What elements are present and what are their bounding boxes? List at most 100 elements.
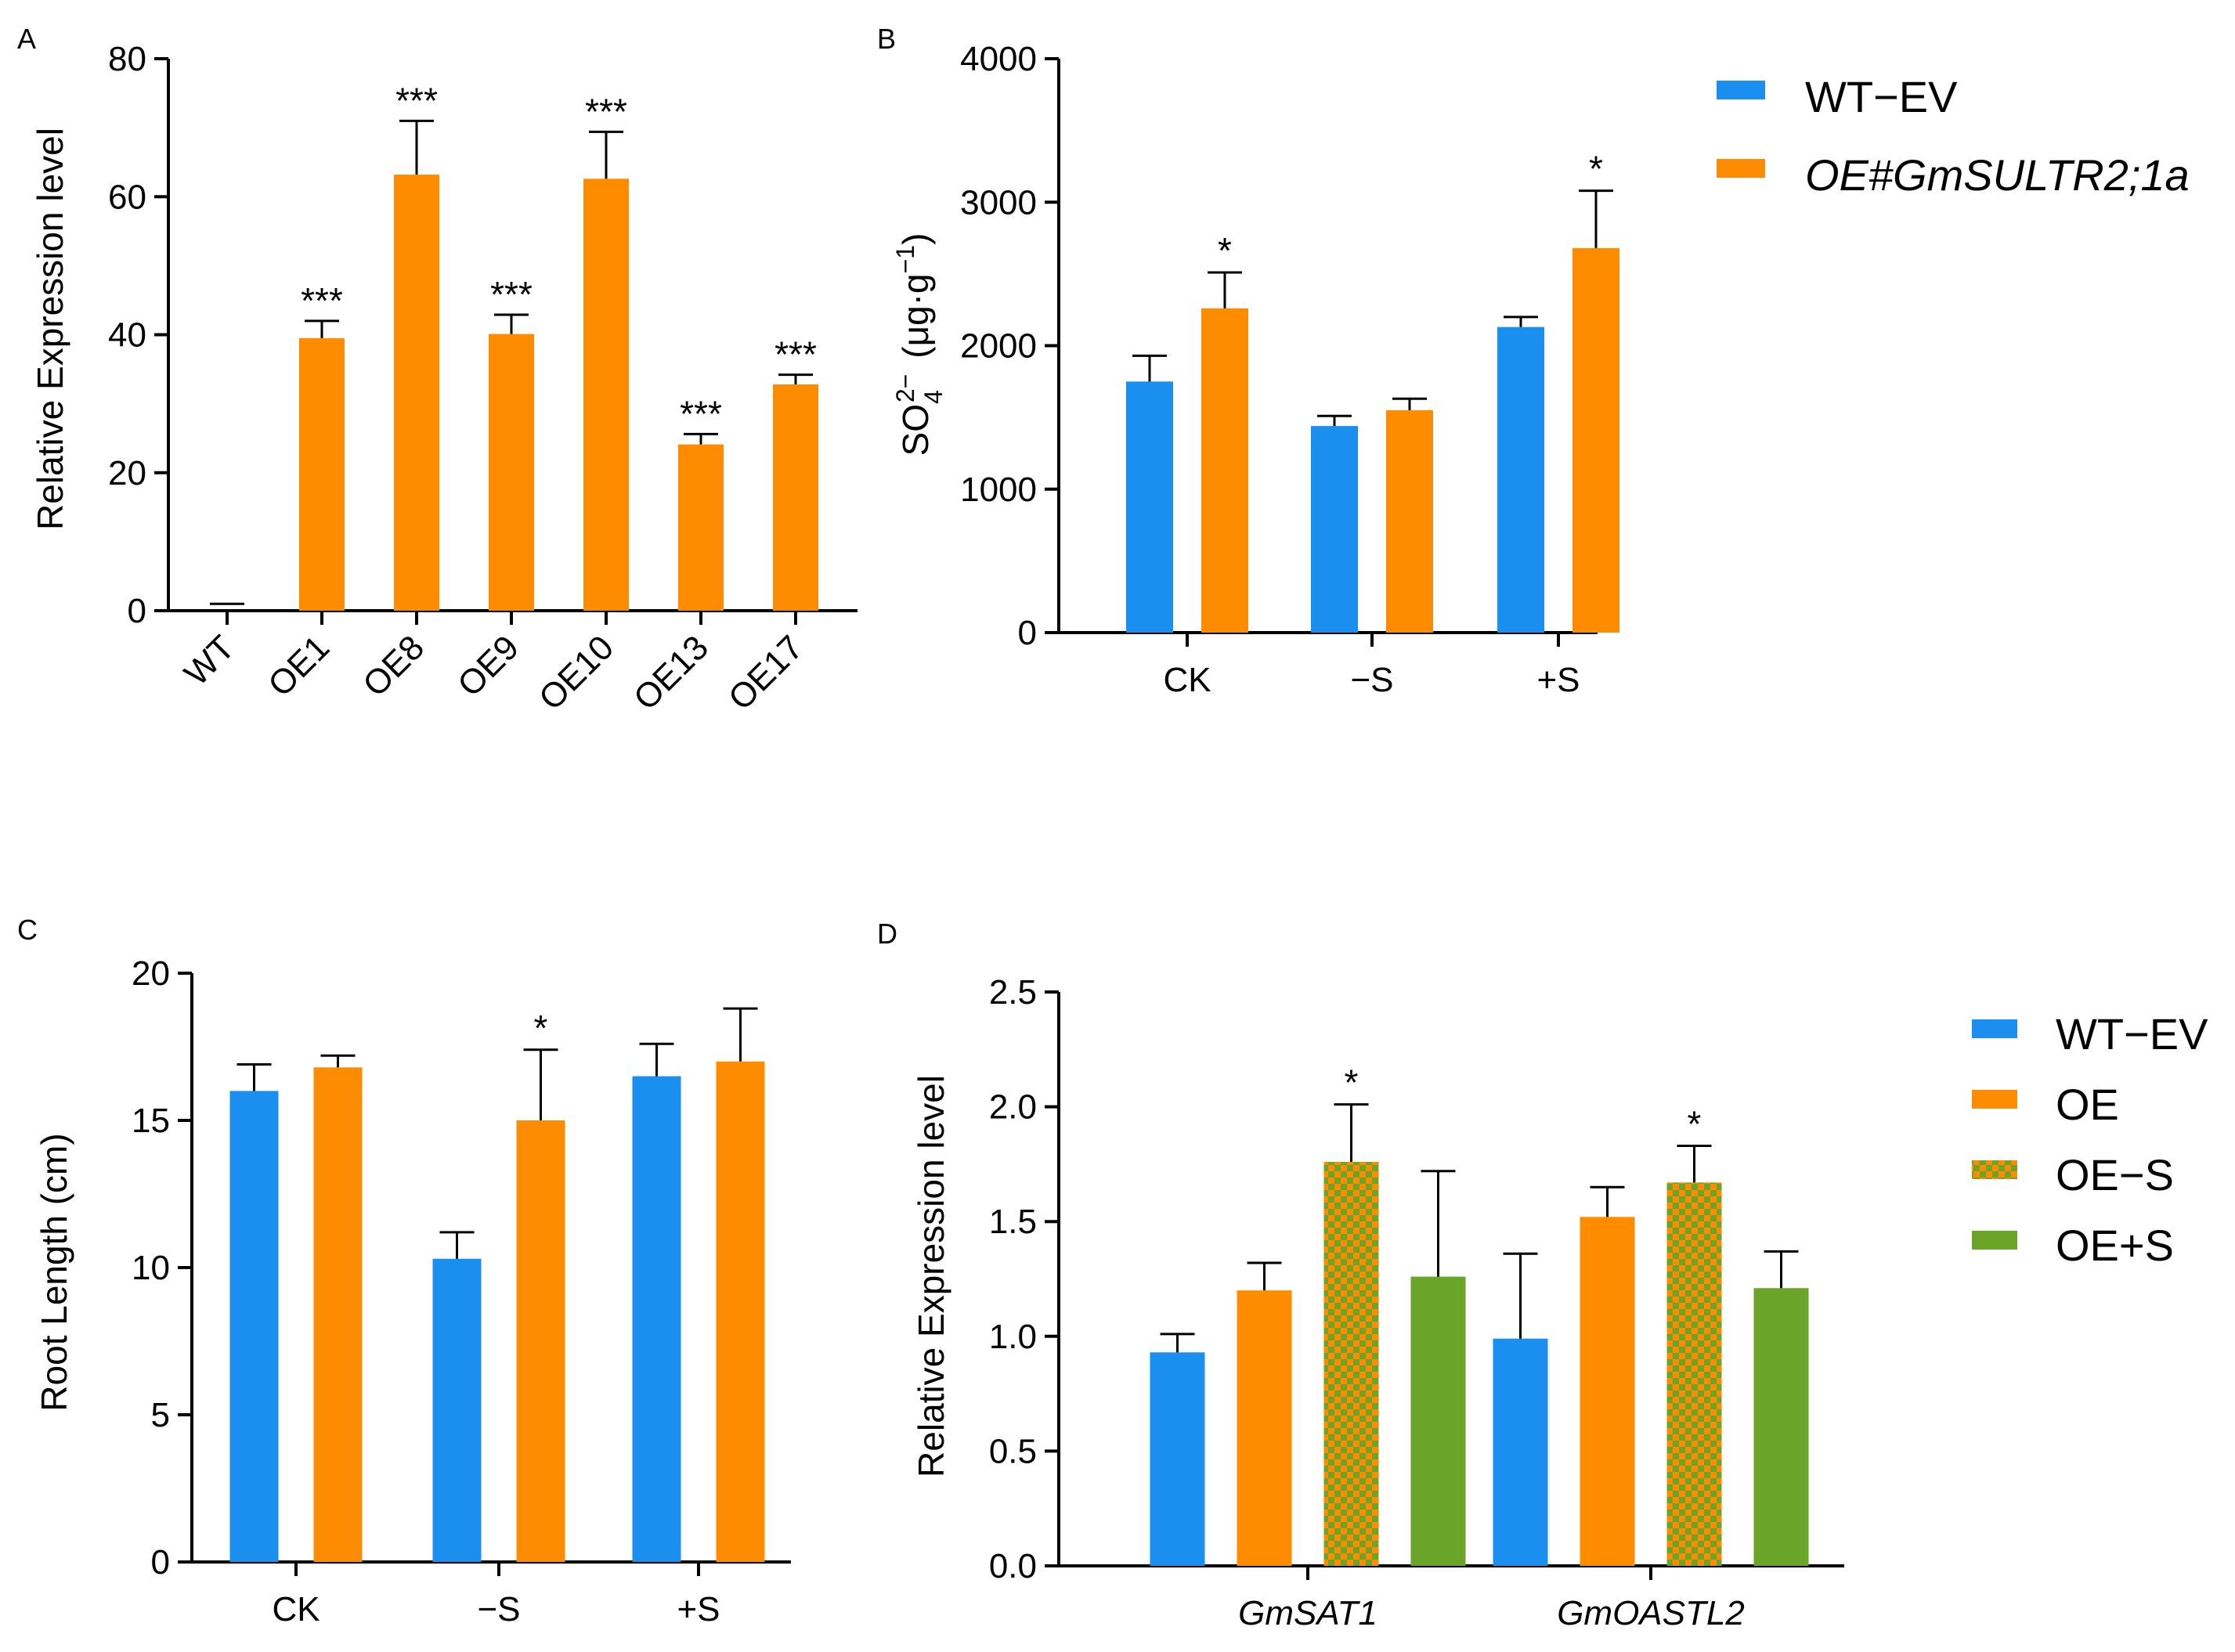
panel-a-label: A bbox=[17, 23, 36, 55]
panel-d-label: D bbox=[877, 918, 897, 950]
panel-b-ylabel-sub: 4 bbox=[919, 390, 948, 404]
panel-d-bar bbox=[1666, 1182, 1722, 1566]
panel-c-ytick-label: 20 bbox=[132, 954, 170, 993]
panel-d-ytick-label: 1.0 bbox=[989, 1318, 1037, 1356]
panel-a-significance: *** bbox=[680, 393, 722, 434]
panel-a-significance: *** bbox=[301, 280, 343, 321]
panel-c: C Root Length (cm) 0 5 10 15 20 CK * −S +S bbox=[17, 914, 791, 1629]
panel-d-legend-label: OE−S bbox=[2056, 1150, 2174, 1199]
panel-a-ylabel: Relative Expression level bbox=[30, 128, 70, 530]
panel-b-significance: * bbox=[1589, 149, 1603, 189]
panel-c-bar bbox=[716, 1061, 765, 1562]
panel-b-legend-label: WT−EV bbox=[1805, 72, 1958, 121]
panel-d-legend-swatch bbox=[1972, 1090, 2017, 1109]
panel-b-bar bbox=[1126, 381, 1173, 633]
panel-d-legend-swatch bbox=[1972, 1160, 2017, 1179]
panel-d-ytick-label: 0.5 bbox=[989, 1432, 1037, 1470]
panel-b-ytick-label: 4000 bbox=[960, 40, 1037, 78]
panel-b-ylabel-main: SO bbox=[895, 404, 936, 456]
panel-d-ylabel: Relative Expression level bbox=[911, 1075, 951, 1477]
panel-b-legend-swatch bbox=[1717, 159, 1765, 178]
panel-d-legend-swatch bbox=[1972, 1231, 2017, 1250]
panel-a-significance: *** bbox=[585, 91, 627, 132]
panel-c-significance: * bbox=[534, 1008, 548, 1048]
panel-b-legend: WT−EV OE#GmSULTR2;1a bbox=[1717, 72, 2190, 200]
panel-d-legend-label: OE bbox=[2056, 1080, 2119, 1129]
panel-d-legend-label: WT−EV bbox=[2056, 1009, 2208, 1059]
panel-c-bar bbox=[229, 1091, 279, 1562]
panel-a-xtick-label: OE8 bbox=[356, 628, 431, 704]
panel-b-legend-label: OE#GmSULTR2;1a bbox=[1805, 150, 2190, 200]
panel-c-marks: 0 5 10 15 20 CK * −S +S bbox=[132, 954, 791, 1629]
panel-d-legend-swatch bbox=[1972, 1019, 2017, 1038]
panel-c-ytick-label: 5 bbox=[151, 1396, 170, 1434]
panel-d-bar bbox=[1753, 1288, 1809, 1566]
panel-b-label: B bbox=[877, 23, 896, 55]
panel-c-xtick-label: CK bbox=[272, 1590, 320, 1629]
panel-a-bar bbox=[489, 334, 534, 611]
panel-d-xtick-label: GmOASTL2 bbox=[1557, 1594, 1745, 1632]
panel-b-marks: 0 1000 2000 3000 4000 * CK −S * +S bbox=[960, 40, 1619, 699]
panel-a-bar bbox=[678, 444, 724, 611]
panel-a-bar bbox=[583, 179, 629, 611]
panel-b-ylabel: SO42− (μg·g−1) bbox=[891, 233, 948, 456]
panel-c-xtick-label: −S bbox=[477, 1590, 520, 1629]
panel-d-marks: 0.0 0.5 1.0 1.5 2.0 2.5 * GmSAT1 * GmOASTL2 bbox=[989, 973, 1844, 1632]
panel-c-ytick-label: 10 bbox=[132, 1249, 170, 1287]
panel-c-ylabel: Root Length (cm) bbox=[34, 1133, 74, 1411]
panel-d-significance: * bbox=[1688, 1103, 1702, 1144]
panel-d-significance: * bbox=[1345, 1062, 1359, 1103]
panel-a-xtick-label: OE10 bbox=[532, 628, 621, 717]
panel-d-ytick-label: 0.0 bbox=[989, 1547, 1037, 1585]
panel-b-ytick-label: 2000 bbox=[960, 327, 1037, 366]
panel-a-ytick-label: 40 bbox=[108, 316, 146, 355]
panel-d-ytick-label: 1.5 bbox=[989, 1203, 1037, 1241]
panel-b-ytick-label: 3000 bbox=[960, 183, 1037, 222]
panel-a-ytick-label: 60 bbox=[108, 178, 146, 216]
panel-c-bar bbox=[313, 1067, 363, 1562]
panel-c-bar bbox=[632, 1076, 681, 1562]
panel-c-bar bbox=[432, 1258, 482, 1562]
panel-d-bar bbox=[1410, 1276, 1466, 1566]
panel-d-ytick-label: 2.0 bbox=[989, 1088, 1037, 1127]
panel-b-bar bbox=[1497, 326, 1544, 633]
panel-b-bar bbox=[1572, 247, 1619, 633]
panel-c-xtick-label: +S bbox=[677, 1590, 720, 1629]
panel-c-ytick-label: 0 bbox=[151, 1543, 170, 1582]
panel-b-bar bbox=[1311, 426, 1358, 633]
panel-d-ytick-label: 2.5 bbox=[989, 973, 1037, 1012]
panel-b-ylabel-sup: 2− bbox=[891, 374, 919, 402]
panel-a-bar bbox=[394, 175, 439, 611]
panel-d: D Relative Expression level 0.0 0.5 1.0 1.5… bbox=[877, 918, 2208, 1632]
panel-a-significance: *** bbox=[774, 334, 817, 375]
panel-c-bar bbox=[516, 1120, 565, 1562]
panel-a-ytick-label: 0 bbox=[128, 592, 146, 630]
panel-b: B SO42− (μg·g−1) 0 1000 2000 3000 4000 * CK −S * +… bbox=[877, 23, 2190, 699]
panel-a-xtick-label: OE13 bbox=[626, 628, 716, 717]
panel-a-significance: *** bbox=[395, 80, 438, 121]
panel-a-marks: 0 20 40 60 80 WT *** OE1 *** OE8 *** OE9 *** OE10 *** O… bbox=[108, 40, 858, 718]
panel-a-bar bbox=[299, 337, 345, 611]
panel-d-bar bbox=[1580, 1217, 1635, 1566]
panel-c-label: C bbox=[17, 914, 38, 946]
panel-a-significance: *** bbox=[490, 274, 533, 315]
panel-b-ylabel-unit-sup: −1 bbox=[891, 245, 919, 273]
panel-d-bar bbox=[1237, 1290, 1292, 1566]
panel-d-bar bbox=[1150, 1352, 1205, 1566]
panel-a-xtick-label: OE9 bbox=[450, 628, 526, 704]
panel-d-legend-label: OE+S bbox=[2056, 1221, 2174, 1270]
panel-c-ytick-label: 15 bbox=[132, 1102, 170, 1140]
panel-d-legend: WT−EV OE OE−S OE+S bbox=[1972, 1009, 2208, 1270]
panel-d-bar bbox=[1323, 1161, 1379, 1566]
panel-a-xtick-label: WT bbox=[177, 628, 242, 693]
panel-a-ytick-label: 20 bbox=[108, 454, 146, 492]
panel-b-xtick-label: −S bbox=[1350, 661, 1393, 699]
panel-b-ytick-label: 0 bbox=[1018, 614, 1037, 652]
panel-b-ytick-label: 1000 bbox=[960, 471, 1037, 509]
panel-a: A Relative Expression level 0 20 40 60 80 WT *… bbox=[17, 23, 858, 718]
panel-b-xtick-label: CK bbox=[1163, 661, 1211, 699]
panel-b-ylabel-unit: (μg·g bbox=[895, 273, 936, 358]
panel-b-bar bbox=[1201, 308, 1248, 633]
panel-a-xtick-label: OE1 bbox=[261, 628, 337, 704]
